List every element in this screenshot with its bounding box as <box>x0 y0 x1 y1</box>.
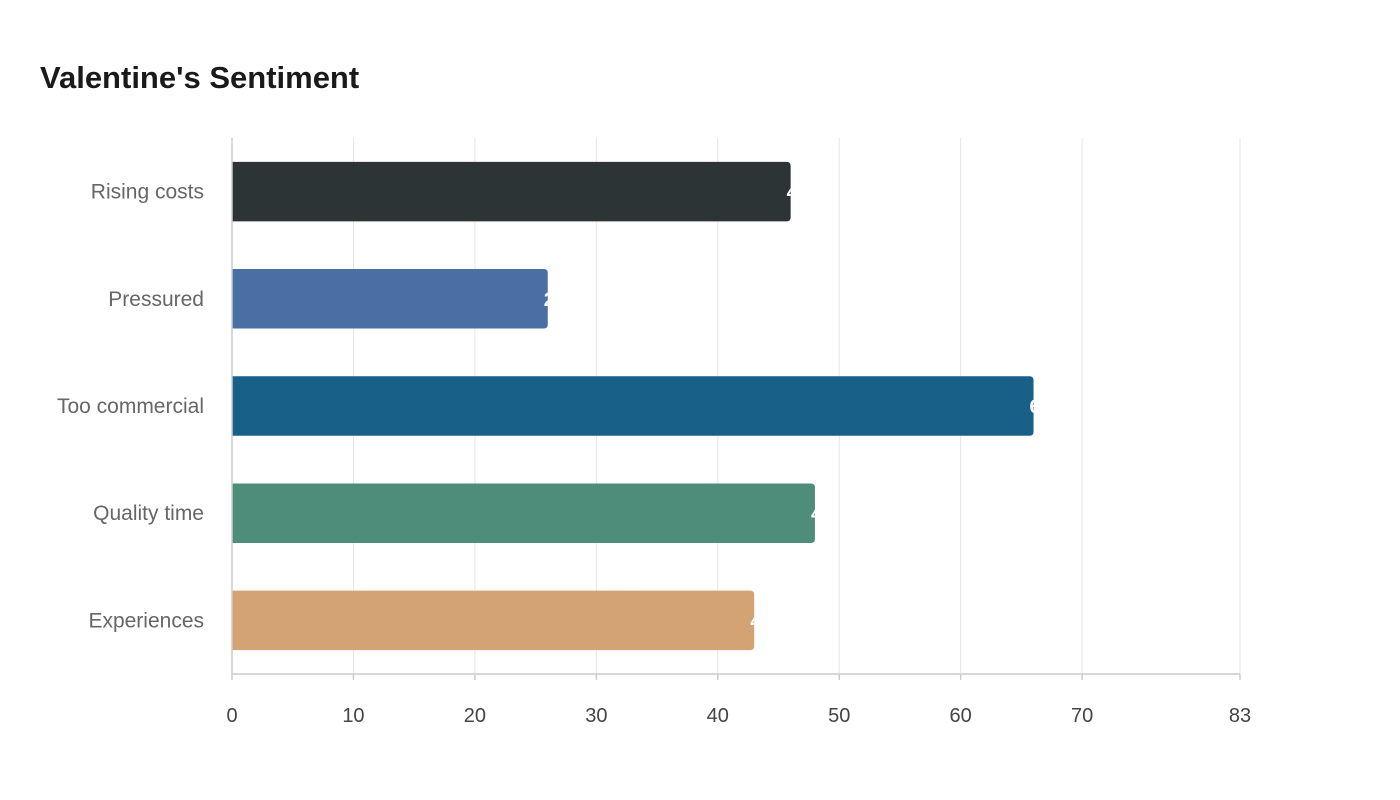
bar <box>232 376 1034 436</box>
chart-title: Valentine's Sentiment <box>40 60 360 95</box>
bar <box>232 483 815 543</box>
category-label: Pressured <box>108 288 204 311</box>
data-label: 48 <box>811 504 832 525</box>
bars <box>232 161 1034 651</box>
category-label: Rising costs <box>91 181 204 204</box>
data-label: 46 <box>787 183 808 204</box>
x-tick-label: 10 <box>342 705 364 727</box>
x-tick-label: 70 <box>1071 705 1093 727</box>
data-label: 26 <box>544 290 565 311</box>
axes <box>231 138 1241 680</box>
category-label: Too commercial <box>57 395 204 418</box>
x-tick-label: 50 <box>828 705 850 727</box>
bar <box>232 269 548 329</box>
bar <box>232 590 755 651</box>
x-tick-label: 0 <box>226 705 237 727</box>
tick-labels: 0 10 20 30 40 50 60 70 83 <box>226 705 1251 727</box>
data-label: 43 <box>750 611 771 632</box>
x-tick-label: 30 <box>585 705 607 727</box>
x-tick-label: 40 <box>707 705 729 727</box>
data-label: 66 <box>1030 397 1051 418</box>
x-tick-label: 60 <box>950 705 972 727</box>
category-label: Experiences <box>88 609 204 632</box>
category-label: Quality time <box>93 502 204 525</box>
category-labels: Rising costs Pressured Too commercial Quali… <box>57 181 204 633</box>
bar <box>232 161 791 222</box>
x-tick-label: 83 <box>1229 705 1251 727</box>
x-tick-label: 20 <box>464 705 486 727</box>
